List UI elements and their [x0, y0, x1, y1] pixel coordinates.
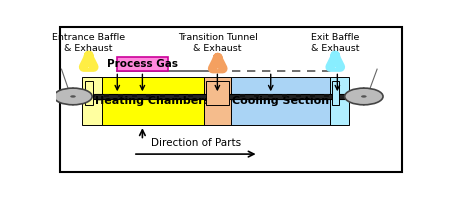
Bar	[204, 77, 230, 125]
Bar	[282, 94, 287, 97]
Bar	[174, 94, 179, 97]
Bar	[132, 94, 137, 97]
Bar	[116, 96, 204, 99]
Bar	[104, 94, 109, 97]
Bar	[310, 94, 315, 97]
Text: Entrance Baffle
& Exhaust: Entrance Baffle & Exhaust	[52, 33, 125, 53]
Bar	[296, 94, 301, 97]
Text: Exit Baffle
& Exhaust: Exit Baffle & Exhaust	[311, 33, 360, 53]
Bar	[268, 94, 273, 97]
Text: Process Gas: Process Gas	[107, 59, 178, 69]
Bar	[118, 94, 123, 97]
Bar	[204, 96, 230, 99]
Bar	[85, 81, 93, 105]
Bar	[230, 77, 330, 125]
Bar	[207, 94, 212, 97]
Bar	[330, 77, 349, 125]
Bar	[117, 57, 168, 72]
Circle shape	[70, 95, 76, 98]
Bar	[332, 81, 339, 105]
Text: Cooling Section: Cooling Section	[232, 96, 329, 106]
Bar	[146, 94, 151, 97]
Bar	[221, 94, 226, 97]
Bar	[301, 96, 349, 99]
Bar	[230, 96, 301, 99]
Bar	[82, 94, 349, 99]
Bar	[206, 81, 229, 105]
Bar	[90, 94, 95, 97]
Text: Direction of Parts: Direction of Parts	[151, 138, 241, 149]
Bar	[188, 94, 193, 97]
Bar	[240, 94, 245, 97]
Circle shape	[54, 88, 92, 105]
Bar	[254, 94, 259, 97]
Bar	[160, 94, 165, 97]
Circle shape	[361, 95, 367, 98]
Bar	[324, 94, 329, 97]
Bar	[102, 77, 204, 125]
Circle shape	[345, 88, 383, 105]
Bar	[82, 96, 116, 99]
Text: Transition Tunnel
& Exhaust: Transition Tunnel & Exhaust	[178, 33, 257, 53]
Bar	[82, 77, 102, 125]
Text: Heating Chambers: Heating Chambers	[95, 96, 211, 106]
